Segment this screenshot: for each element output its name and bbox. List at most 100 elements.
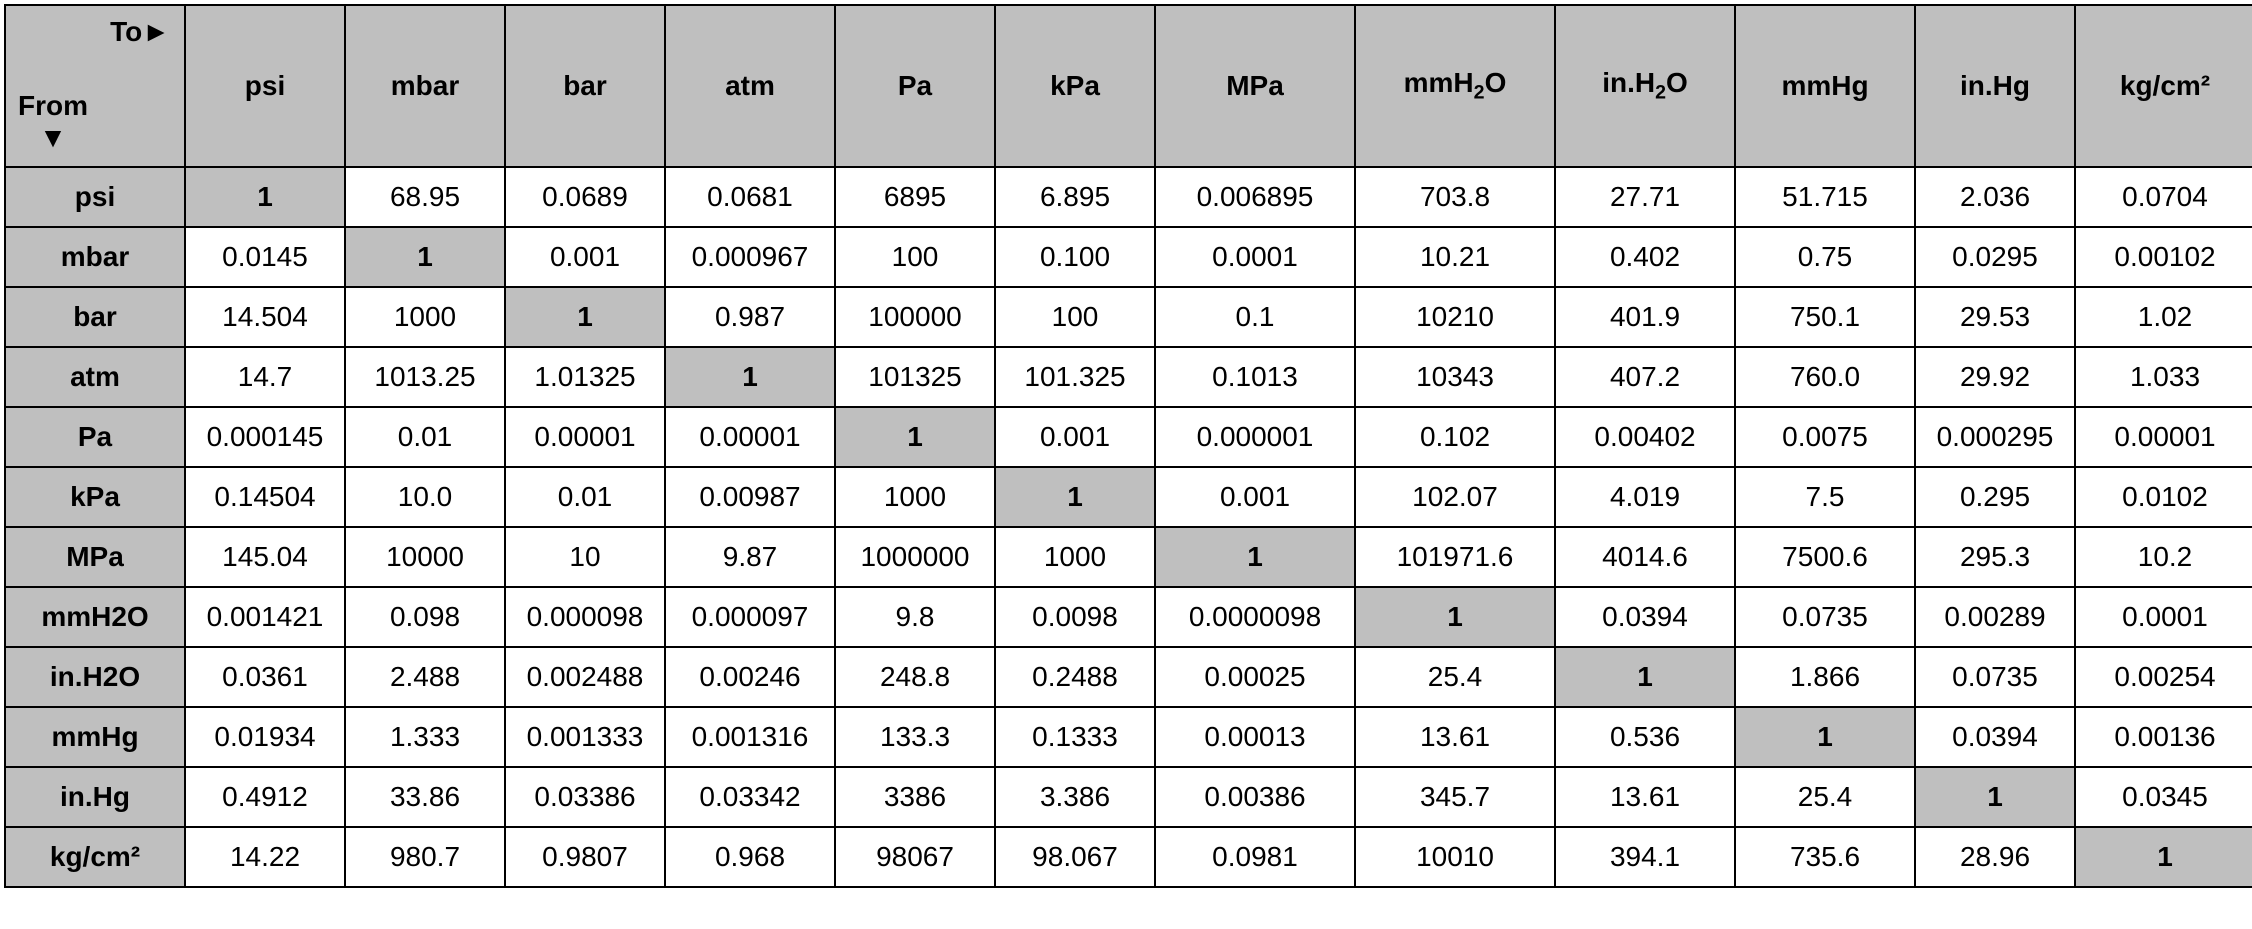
table-cell: 0.000097	[665, 587, 835, 647]
column-header: in.Hg	[1915, 5, 2075, 167]
table-cell: 0.0689	[505, 167, 665, 227]
table-cell: 13.61	[1555, 767, 1735, 827]
table-cell: 0.00013	[1155, 707, 1355, 767]
table-cell: 1013.25	[345, 347, 505, 407]
table-row: Pa0.0001450.010.000010.0000110.0010.0000…	[5, 407, 2252, 467]
table-cell: 102.07	[1355, 467, 1555, 527]
column-header: bar	[505, 5, 665, 167]
table-cell: 145.04	[185, 527, 345, 587]
table-cell: 248.8	[835, 647, 995, 707]
table-row: in.H2O0.03612.4880.0024880.00246248.80.2…	[5, 647, 2252, 707]
table-cell: 1	[1155, 527, 1355, 587]
table-cell: 401.9	[1555, 287, 1735, 347]
table-cell: 0.102	[1355, 407, 1555, 467]
table-row: MPa145.0410000109.87100000010001101971.6…	[5, 527, 2252, 587]
table-cell: 703.8	[1355, 167, 1555, 227]
table-cell: 0.0681	[665, 167, 835, 227]
corner-to-label: To►	[110, 16, 170, 48]
table-row: kg/cm²14.22980.70.98070.9689806798.0670.…	[5, 827, 2252, 887]
table-cell: 0.0001	[2075, 587, 2252, 647]
table-cell: 0.0735	[1735, 587, 1915, 647]
table-row: atm14.71013.251.013251101325101.3250.101…	[5, 347, 2252, 407]
table-cell: 0.402	[1555, 227, 1735, 287]
corner-cell: To► From ▼	[5, 5, 185, 167]
table-cell: 0.00987	[665, 467, 835, 527]
table-cell: 0.75	[1735, 227, 1915, 287]
table-cell: 0.295	[1915, 467, 2075, 527]
table-cell: 1	[185, 167, 345, 227]
table-cell: 0.0361	[185, 647, 345, 707]
table-row: mmH2O0.0014210.0980.0000980.0000979.80.0…	[5, 587, 2252, 647]
table-cell: 10000	[345, 527, 505, 587]
row-header: bar	[5, 287, 185, 347]
table-cell: 1	[1735, 707, 1915, 767]
table-cell: 3386	[835, 767, 995, 827]
table-cell: 101.325	[995, 347, 1155, 407]
table-cell: 1	[1555, 647, 1735, 707]
row-header: MPa	[5, 527, 185, 587]
table-cell: 2.488	[345, 647, 505, 707]
table-cell: 0.1013	[1155, 347, 1355, 407]
table-cell: 750.1	[1735, 287, 1915, 347]
table-cell: 29.53	[1915, 287, 2075, 347]
table-cell: 51.715	[1735, 167, 1915, 227]
table-cell: 14.504	[185, 287, 345, 347]
table-cell: 0.00136	[2075, 707, 2252, 767]
table-cell: 68.95	[345, 167, 505, 227]
table-cell: 735.6	[1735, 827, 1915, 887]
table-cell: 1	[835, 407, 995, 467]
table-cell: 1	[345, 227, 505, 287]
table-cell: 0.000295	[1915, 407, 2075, 467]
row-header: kg/cm²	[5, 827, 185, 887]
corner-from-label: From ▼	[18, 90, 88, 154]
table-cell: 1000	[345, 287, 505, 347]
table-cell: 100	[995, 287, 1155, 347]
table-cell: 0.001421	[185, 587, 345, 647]
table-cell: 1.333	[345, 707, 505, 767]
table-cell: 0.01	[345, 407, 505, 467]
table-row: mmHg0.019341.3330.0013330.001316133.30.1…	[5, 707, 2252, 767]
column-header: kg/cm²	[2075, 5, 2252, 167]
table-cell: 0.9807	[505, 827, 665, 887]
table-cell: 0.0295	[1915, 227, 2075, 287]
table-cell: 1	[505, 287, 665, 347]
table-cell: 0.0000098	[1155, 587, 1355, 647]
table-cell: 0.00001	[665, 407, 835, 467]
table-cell: 25.4	[1735, 767, 1915, 827]
table-cell: 0.0102	[2075, 467, 2252, 527]
table-cell: 1.01325	[505, 347, 665, 407]
table-cell: 0.00402	[1555, 407, 1735, 467]
table-cell: 980.7	[345, 827, 505, 887]
table-cell: 0.098	[345, 587, 505, 647]
table-cell: 394.1	[1555, 827, 1735, 887]
table-cell: 29.92	[1915, 347, 2075, 407]
table-cell: 0.0394	[1915, 707, 2075, 767]
table-cell: 0.000098	[505, 587, 665, 647]
column-header: mmH2O	[1355, 5, 1555, 167]
table-cell: 0.00025	[1155, 647, 1355, 707]
table-cell: 1	[1355, 587, 1555, 647]
table-cell: 10010	[1355, 827, 1555, 887]
table-row: bar14.504100010.9871000001000.110210401.…	[5, 287, 2252, 347]
table-cell: 0.0098	[995, 587, 1155, 647]
table-cell: 0.968	[665, 827, 835, 887]
table-row: in.Hg0.491233.860.033860.0334233863.3860…	[5, 767, 2252, 827]
row-header: atm	[5, 347, 185, 407]
table-cell: 0.00246	[665, 647, 835, 707]
table-cell: 0.0735	[1915, 647, 2075, 707]
column-header: MPa	[1155, 5, 1355, 167]
table-cell: 6895	[835, 167, 995, 227]
table-cell: 0.001	[1155, 467, 1355, 527]
table-cell: 0.000967	[665, 227, 835, 287]
table-cell: 33.86	[345, 767, 505, 827]
table-cell: 0.002488	[505, 647, 665, 707]
table-cell: 101325	[835, 347, 995, 407]
table-cell: 0.00289	[1915, 587, 2075, 647]
row-header: kPa	[5, 467, 185, 527]
table-cell: 14.22	[185, 827, 345, 887]
table-cell: 10.2	[2075, 527, 2252, 587]
table-cell: 3.386	[995, 767, 1155, 827]
table-cell: 1	[665, 347, 835, 407]
table-cell: 13.61	[1355, 707, 1555, 767]
table-cell: 6.895	[995, 167, 1155, 227]
